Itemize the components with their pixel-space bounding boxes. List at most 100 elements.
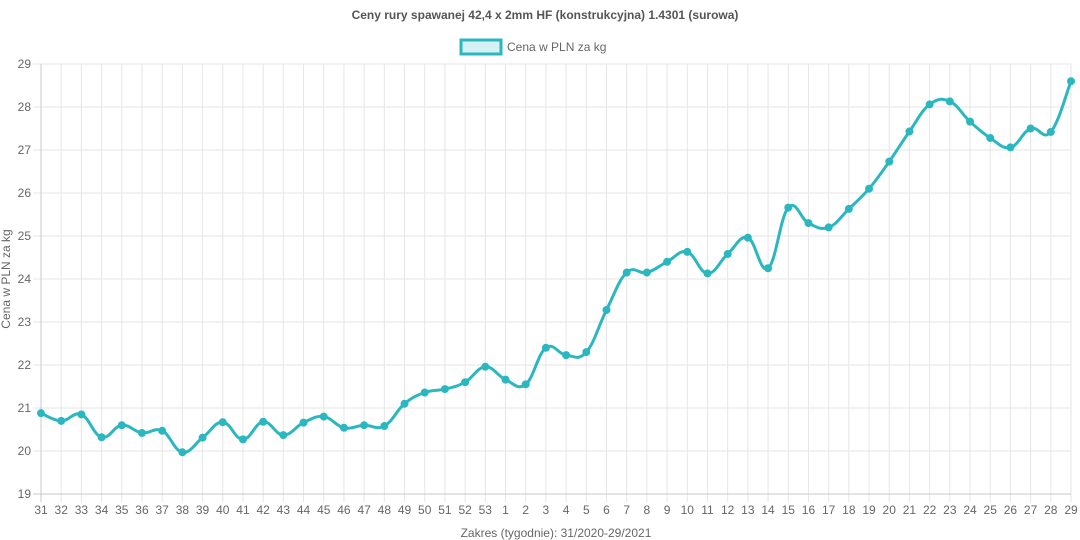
x-tick-label: 46 xyxy=(337,503,351,517)
x-tick-label: 12 xyxy=(721,503,735,517)
data-point[interactable] xyxy=(642,268,651,277)
data-point[interactable] xyxy=(137,428,146,437)
x-tick-label: 27 xyxy=(1024,503,1038,517)
data-point[interactable] xyxy=(380,422,389,431)
y-axis-ticks: 19 20 21 22 23 24 25 26 27 28 29 xyxy=(18,57,32,501)
data-point[interactable] xyxy=(844,204,853,213)
y-tick-label: 29 xyxy=(18,57,32,71)
data-point[interactable] xyxy=(238,435,247,444)
x-tick-label: 3 xyxy=(543,503,550,517)
x-tick-label: 41 xyxy=(236,503,250,517)
y-tick-label: 25 xyxy=(18,229,32,243)
x-tick-label: 10 xyxy=(681,503,695,517)
x-tick-label: 9 xyxy=(664,503,671,517)
data-point[interactable] xyxy=(986,133,995,142)
data-point[interactable] xyxy=(259,417,268,426)
data-point[interactable] xyxy=(501,375,510,384)
data-point[interactable] xyxy=(885,157,894,166)
x-tick-label: 17 xyxy=(822,503,836,517)
series-line xyxy=(39,79,1073,454)
data-point[interactable] xyxy=(703,269,712,278)
legend[interactable]: Cena w PLN za kg xyxy=(459,38,606,56)
data-point[interactable] xyxy=(764,264,773,273)
data-point[interactable] xyxy=(319,412,328,421)
data-point[interactable] xyxy=(602,305,611,314)
data-point[interactable] xyxy=(804,219,813,228)
y-tick-label: 23 xyxy=(18,315,32,329)
x-tick-label: 11 xyxy=(701,503,714,517)
x-tick-label: 51 xyxy=(438,503,452,517)
data-point[interactable] xyxy=(1026,124,1035,133)
grid-lines xyxy=(33,63,1072,502)
y-tick-label: 19 xyxy=(18,487,32,501)
y-tick-label: 24 xyxy=(18,272,32,286)
data-point[interactable] xyxy=(461,378,470,387)
data-point[interactable] xyxy=(966,117,975,126)
y-tick-label: 20 xyxy=(18,444,32,458)
data-point[interactable] xyxy=(824,223,833,232)
data-point[interactable] xyxy=(723,250,732,259)
data-point[interactable] xyxy=(97,433,106,442)
y-tick-label: 21 xyxy=(18,401,32,415)
data-point[interactable] xyxy=(663,257,672,266)
x-tick-label: 5 xyxy=(583,503,590,517)
data-point[interactable] xyxy=(117,421,126,430)
x-tick-label: 29 xyxy=(1064,503,1078,517)
x-tick-label: 35 xyxy=(115,503,129,517)
data-point[interactable] xyxy=(339,423,348,432)
data-point[interactable] xyxy=(562,351,571,360)
data-point[interactable] xyxy=(198,433,207,442)
data-point[interactable] xyxy=(1067,77,1075,86)
x-tick-label: 44 xyxy=(297,503,311,517)
x-tick-label: 49 xyxy=(398,503,412,517)
x-axis-label: Zakres (tygodnie): 31/2020-29/2021 xyxy=(461,526,652,540)
x-tick-label: 20 xyxy=(883,503,897,517)
data-point[interactable] xyxy=(400,399,409,408)
data-point[interactable] xyxy=(521,380,530,389)
data-point[interactable] xyxy=(784,203,793,212)
data-point[interactable] xyxy=(1006,143,1015,152)
x-tick-label: 43 xyxy=(277,503,291,517)
data-point[interactable] xyxy=(420,388,429,397)
x-tick-label: 18 xyxy=(842,503,856,517)
series-price xyxy=(37,77,1075,457)
data-point[interactable] xyxy=(158,426,167,435)
data-point[interactable] xyxy=(541,343,550,352)
data-point[interactable] xyxy=(279,431,288,440)
data-point[interactable] xyxy=(481,362,490,371)
data-point[interactable] xyxy=(77,410,86,419)
y-tick-label: 22 xyxy=(18,358,32,372)
data-point[interactable] xyxy=(57,416,66,425)
x-tick-label: 24 xyxy=(963,503,977,517)
x-axis-ticks: 31 32 33 34 35 36 37 38 39 40 41 42 43 44 45 46 47 48 49 50… xyxy=(34,503,1078,517)
x-tick-label: 21 xyxy=(903,503,917,517)
data-point[interactable] xyxy=(683,247,692,256)
x-tick-label: 40 xyxy=(216,503,230,517)
data-point[interactable] xyxy=(925,100,934,109)
data-point[interactable] xyxy=(743,233,752,242)
data-point[interactable] xyxy=(622,268,631,277)
data-point[interactable] xyxy=(360,421,369,430)
y-tick-label: 27 xyxy=(18,143,32,157)
data-point[interactable] xyxy=(440,385,449,394)
x-tick-label: 2 xyxy=(522,503,529,517)
x-tick-label: 39 xyxy=(196,503,210,517)
data-point[interactable] xyxy=(37,409,45,418)
x-tick-label: 31 xyxy=(34,503,48,517)
legend-swatch xyxy=(459,38,503,56)
x-tick-label: 8 xyxy=(644,503,651,517)
x-tick-label: 33 xyxy=(75,503,89,517)
y-tick-label: 28 xyxy=(18,100,32,114)
data-point[interactable] xyxy=(1046,127,1055,136)
data-point[interactable] xyxy=(865,184,874,193)
data-point[interactable] xyxy=(299,418,308,427)
x-tick-label: 37 xyxy=(155,503,169,517)
x-tick-label: 32 xyxy=(55,503,69,517)
data-point[interactable] xyxy=(218,418,227,427)
data-point[interactable] xyxy=(945,97,954,106)
x-tick-label: 22 xyxy=(923,503,937,517)
data-point[interactable] xyxy=(582,348,591,357)
data-point[interactable] xyxy=(905,127,914,136)
x-tick-label: 4 xyxy=(563,503,570,517)
data-point[interactable] xyxy=(178,448,187,457)
